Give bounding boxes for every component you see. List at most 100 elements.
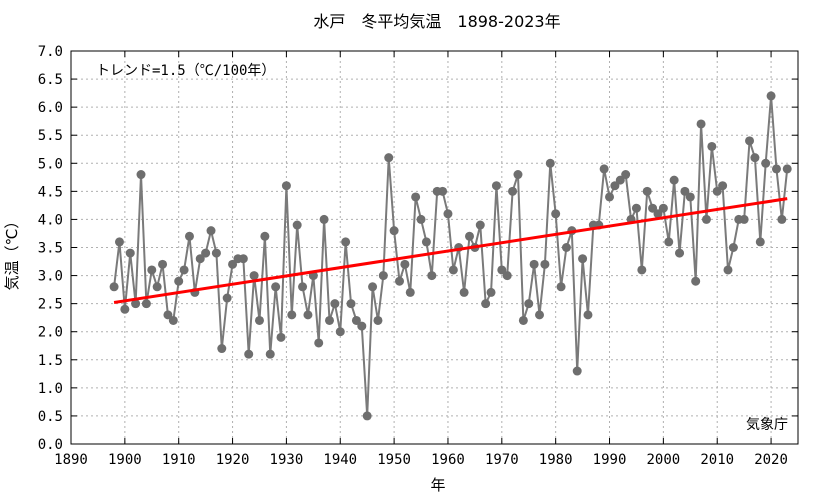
y-tick-label: 4.0 — [38, 212, 63, 228]
data-point — [163, 310, 173, 320]
x-axis-label: 年 — [430, 476, 445, 494]
data-point — [184, 231, 194, 241]
data-point — [696, 119, 706, 129]
data-point — [357, 321, 367, 331]
data-point — [766, 91, 776, 101]
series-line — [113, 94, 789, 417]
data-point — [761, 158, 771, 168]
axis-ticks: 0.0 0.5 1.0 1.5 2.0 2.5 3.0 3.5 4.0 4.5 5.0 5.5 6.0 6… — [38, 44, 798, 468]
data-point — [675, 248, 685, 258]
data-point — [669, 175, 679, 185]
x-tick-label: 1950 — [377, 452, 411, 468]
data-point — [540, 259, 550, 269]
data-point — [739, 214, 749, 224]
data-point — [750, 153, 760, 163]
x-tick-label: 2020 — [754, 452, 788, 468]
trend-layer — [113, 197, 788, 305]
data-point — [201, 248, 211, 258]
data-point — [615, 175, 625, 185]
data-point — [368, 282, 378, 292]
x-tick-label: 1990 — [593, 452, 627, 468]
data-point — [276, 332, 286, 342]
y-tick-label: 7.0 — [38, 44, 63, 60]
x-tick-label: 1900 — [108, 452, 142, 468]
data-point — [491, 181, 501, 191]
data-point — [556, 282, 566, 292]
data-point — [378, 271, 388, 281]
data-point — [158, 259, 168, 269]
x-tick-label: 1890 — [54, 452, 88, 468]
x-tick-label: 1960 — [431, 452, 465, 468]
data-point — [319, 214, 329, 224]
x-tick-label: 1910 — [162, 452, 196, 468]
data-point — [583, 310, 593, 320]
data-point — [578, 254, 588, 264]
data-point — [728, 243, 738, 252]
data-point — [637, 265, 647, 275]
y-axis-label: 気温（℃） — [3, 214, 21, 291]
data-point — [131, 299, 141, 309]
data-point — [443, 209, 453, 219]
data-point — [524, 299, 534, 309]
x-tick-label: 2010 — [700, 452, 734, 468]
data-point — [599, 164, 609, 174]
data-point — [475, 220, 485, 230]
data-point — [217, 344, 227, 354]
data-point — [206, 226, 216, 236]
trend-line — [113, 197, 788, 305]
data-point — [109, 282, 119, 292]
data-point — [561, 243, 571, 252]
data-point — [384, 153, 394, 163]
data-point — [771, 164, 781, 174]
data-point — [518, 315, 528, 325]
data-point — [362, 411, 372, 421]
data-point — [114, 237, 124, 247]
source-label: 気象庁 — [746, 417, 788, 433]
x-tick-label: 1980 — [539, 452, 573, 468]
data-point — [631, 203, 641, 213]
data-point — [535, 310, 545, 320]
data-point — [411, 192, 421, 202]
data-point — [346, 299, 356, 309]
data-point — [427, 271, 437, 281]
data-point — [351, 315, 361, 325]
y-tick-label: 3.0 — [38, 269, 63, 285]
data-point — [281, 181, 291, 191]
data-point — [610, 181, 620, 191]
data-point — [648, 203, 658, 213]
data-point — [287, 310, 297, 320]
data-point — [228, 259, 238, 269]
data-point — [508, 186, 518, 196]
data-point — [303, 310, 313, 320]
data-point — [244, 349, 254, 359]
data-point — [179, 265, 189, 275]
data-point — [260, 231, 270, 241]
data-point — [373, 315, 383, 325]
data-point — [125, 248, 135, 258]
data-point — [685, 192, 695, 202]
data-point — [141, 299, 151, 309]
y-tick-label: 4.5 — [38, 184, 63, 200]
data-point — [664, 237, 674, 247]
data-point — [265, 349, 275, 359]
x-tick-label: 2000 — [647, 452, 681, 468]
data-point — [707, 141, 717, 151]
data-point — [395, 276, 404, 286]
x-tick-label: 1970 — [485, 452, 519, 468]
data-point — [120, 304, 130, 314]
data-point — [211, 248, 221, 258]
y-tick-label: 2.5 — [38, 297, 63, 313]
data-point — [400, 259, 410, 269]
data-point — [529, 259, 539, 269]
data-point — [502, 271, 512, 281]
data-point — [271, 282, 281, 292]
data-point — [712, 186, 722, 196]
data-point — [405, 287, 415, 297]
y-tick-label: 1.5 — [38, 353, 63, 369]
data-point — [324, 315, 334, 325]
x-tick-label: 1920 — [216, 452, 250, 468]
data-point — [254, 315, 264, 325]
data-point — [782, 164, 792, 174]
data-point — [330, 299, 340, 309]
data-point — [755, 237, 765, 247]
